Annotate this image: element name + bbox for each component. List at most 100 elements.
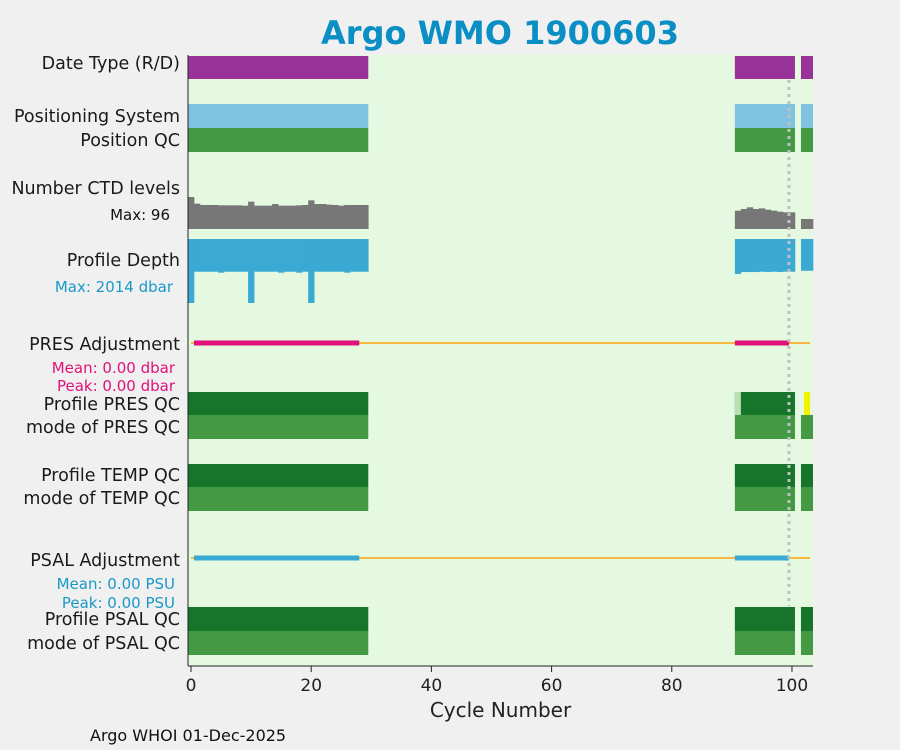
x-axis: 0 20 40 60 80 100 (186, 55, 813, 696)
profile-depth-bar-10 (248, 239, 255, 303)
profile-depth-bar-21 (314, 239, 321, 272)
profile-depth-bar-0 (188, 239, 195, 303)
number-ctd-levels-bar-29 (362, 205, 369, 229)
row-label-profile-depth: Profile Depth (67, 251, 180, 271)
x-tick-label-80: 80 (661, 676, 683, 696)
number-ctd-levels-bar-6 (224, 205, 231, 229)
row-label-mode-pres-qc: mode of PRES QC (26, 418, 180, 438)
profile-depth-bar-1 (194, 239, 201, 272)
number-ctd-levels-bar-26 (344, 205, 351, 229)
profile-pres-qc-segment-0 (188, 392, 369, 415)
number-ctd-levels-bar-15 (278, 205, 285, 229)
profile-depth-bar-93 (746, 239, 754, 273)
profile-depth-bar-91 (734, 239, 742, 274)
profile-temp-qc-segment-1 (734, 464, 795, 487)
mode-pres-qc-segment-2 (800, 415, 813, 439)
number-ctd-levels-bar-20 (308, 200, 315, 229)
profile-depth-bar-20 (308, 239, 315, 303)
mode-psal-qc-segment-1 (734, 631, 795, 655)
profile-depth-bar-103 (806, 239, 814, 271)
profile-depth-bar-95 (758, 239, 766, 272)
profile-psal-qc-segment-1 (734, 607, 795, 631)
number-ctd-levels-bar-8 (236, 205, 243, 229)
profile-depth-bar-99 (782, 239, 790, 272)
x-tick-label-100: 100 (776, 676, 808, 696)
row-label-psal-adjustment: PSAL Adjustment (30, 551, 180, 571)
number-ctd-levels-bar-18 (296, 205, 303, 229)
number-ctd-levels-bar-16 (284, 205, 291, 229)
number-ctd-levels-bar-97 (770, 210, 778, 229)
profile-depth-bar-98 (776, 239, 784, 273)
profile-depth-bar-24 (332, 239, 339, 272)
number-ctd-levels-bar-24 (332, 205, 339, 229)
profile-depth-bar-92 (740, 239, 748, 273)
profile-depth-bar-16 (284, 239, 291, 272)
x-tick-label-0: 0 (186, 676, 197, 696)
positioning-system-segment-0 (188, 104, 369, 128)
profile-depth-bar-15 (278, 239, 285, 273)
chart-title: Argo WMO 1900603 (321, 14, 679, 52)
profile-depth-bar-8 (236, 239, 243, 272)
number-ctd-levels-max-label: Max: 96 (110, 206, 170, 224)
number-ctd-levels-bar-19 (302, 205, 309, 229)
profile-depth-max-label: Max: 2014 dbar (55, 278, 174, 296)
profile-depth-bar-97 (770, 239, 778, 272)
number-ctd-levels-bar-27 (350, 205, 357, 229)
footer-credit: Argo WHOI 01-Dec-2025 (90, 726, 287, 745)
mode-pres-qc-segment-1 (734, 415, 795, 439)
mode-temp-qc-segment-2 (800, 487, 813, 511)
profile-depth-bar-22 (320, 239, 327, 272)
date-type-segment-1 (734, 56, 795, 79)
x-axis-label: Cycle Number (430, 698, 572, 722)
number-ctd-levels-bar-5 (218, 205, 225, 229)
profile-depth-bar-102 (800, 239, 808, 271)
number-ctd-levels-bar-10 (248, 201, 255, 229)
x-tick-label-40: 40 (421, 676, 443, 696)
profile-depth-bar-14 (272, 239, 279, 272)
row-label-positioning-system: Positioning System (14, 107, 180, 127)
positioning-system-segment-2 (800, 104, 813, 128)
profile-depth-bar-94 (752, 239, 760, 273)
row-labels: Date Type (R/D) Positioning System Positio… (11, 54, 180, 654)
number-ctd-levels-bar-3 (206, 205, 213, 229)
profile-depth-bar-27 (350, 239, 357, 272)
number-ctd-levels-bar-12 (260, 205, 267, 229)
x-tick-label-20: 20 (300, 676, 322, 696)
number-ctd-levels-bar-7 (230, 205, 237, 229)
profile-depth-bar-13 (266, 239, 273, 272)
profile-depth-bar-26 (344, 239, 351, 273)
number-ctd-levels-bar-9 (242, 205, 249, 229)
x-tick-label-60: 60 (541, 676, 563, 696)
profile-depth-bar-17 (290, 239, 297, 272)
profile-depth-bar-25 (338, 239, 345, 272)
profile-depth-bar-2 (200, 239, 207, 272)
number-ctd-levels-bar-21 (314, 204, 321, 229)
row-label-profile-pres-qc: Profile PRES QC (44, 395, 180, 415)
profile-depth-bar-7 (230, 239, 237, 272)
profile-temp-qc-segment-0 (188, 464, 369, 487)
profile-pres-qc-segment-1 (734, 392, 795, 415)
profile-depth-bar-3 (206, 239, 213, 272)
positioning-system-segment-1 (734, 104, 795, 128)
plot-background (188, 55, 813, 666)
number-ctd-levels-bar-25 (338, 205, 345, 229)
profile-depth-bar-96 (764, 239, 772, 273)
number-ctd-levels-bar-23 (326, 204, 333, 229)
profile-depth-bar-9 (242, 239, 249, 272)
position-qc-segment-1 (734, 128, 795, 152)
mode-psal-qc-segment-0 (188, 631, 369, 655)
profile-depth-bar-12 (260, 239, 267, 272)
number-ctd-levels-bar-102 (800, 219, 808, 229)
date-type-segment-2 (800, 56, 813, 79)
chart-marks (188, 56, 814, 655)
number-ctd-levels-bar-4 (212, 205, 219, 229)
number-ctd-levels-bar-17 (290, 205, 297, 229)
mode-psal-qc-segment-2 (800, 631, 813, 655)
pres-adjustment-mean-label: Mean: 0.00 dbar (52, 359, 176, 377)
profile-pres-qc-flag-0 (734, 392, 741, 415)
date-type-segment-0 (188, 56, 369, 79)
row-label-mode-temp-qc: mode of TEMP QC (23, 489, 180, 509)
row-label-profile-temp-qc: Profile TEMP QC (41, 466, 180, 486)
number-ctd-levels-bar-14 (272, 204, 279, 229)
